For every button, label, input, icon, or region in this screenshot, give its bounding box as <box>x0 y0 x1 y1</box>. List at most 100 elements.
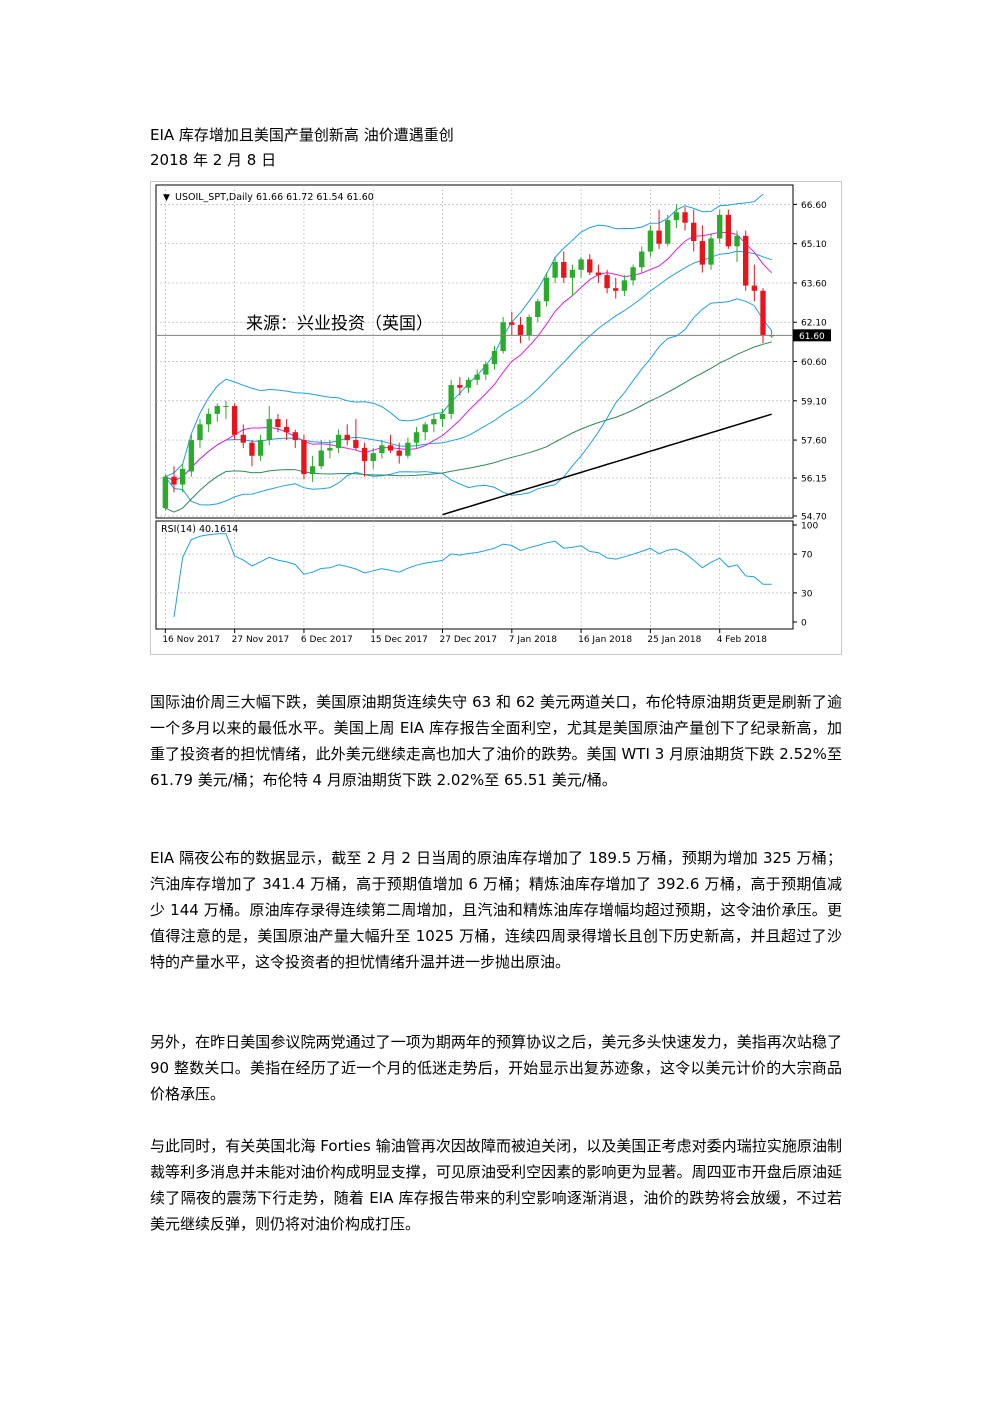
candle-body <box>751 285 758 291</box>
current-price-label: 61.60 <box>799 332 825 342</box>
bollinger-lower <box>164 298 773 506</box>
symbol-header-arrow: ▼ <box>163 193 170 203</box>
indicator-lines <box>164 193 773 516</box>
candle-body <box>595 272 602 276</box>
candle-body <box>483 364 489 375</box>
date-tick-label: 27 Dec 2017 <box>440 635 498 645</box>
candle-body <box>197 424 203 441</box>
candle-body <box>309 466 316 475</box>
candle-body <box>223 406 229 408</box>
candle-body <box>422 424 428 433</box>
date-axis: 16 Nov 2017 27 Nov 2017 6 Dec 2017 15 Dec 2… <box>162 629 767 645</box>
candle-body <box>231 406 238 435</box>
rsi-tick-label: 30 <box>801 589 813 599</box>
candle-body <box>327 447 333 451</box>
rsi-panel <box>155 520 794 630</box>
candle-body <box>708 238 714 265</box>
candle-body <box>448 385 454 414</box>
candle-body <box>621 280 628 291</box>
date-tick-label: 6 Dec 2017 <box>301 635 353 645</box>
date-tick-label: 25 Jan 2018 <box>647 635 701 645</box>
moving-average-medium <box>165 341 772 513</box>
price-tick-label: 65.10 <box>801 240 827 250</box>
candle-body <box>387 445 394 451</box>
candle-body <box>760 290 766 336</box>
moving-average-long <box>442 413 772 516</box>
candle-body <box>543 277 550 302</box>
current-price-box <box>793 329 831 342</box>
candle-body <box>639 251 645 268</box>
candle-body <box>699 241 706 265</box>
price-tick-label: 59.10 <box>801 397 827 407</box>
symbol-header: USOIL_SPT,Daily 61.66 61.72 61.54 61.60 <box>175 192 374 203</box>
candle-body <box>275 419 281 427</box>
document-date: 2018 年 2 月 8 日 <box>150 151 277 169</box>
candle-body <box>257 440 264 456</box>
candle-body <box>283 426 290 433</box>
candle-body <box>673 212 680 221</box>
candle-body <box>578 259 584 270</box>
price-tick-label: 56.15 <box>801 475 827 485</box>
candle-body <box>500 322 506 352</box>
candle-body <box>561 262 567 278</box>
candle-body <box>353 440 359 448</box>
rsi-label: RSI(14) 40.1614 <box>161 524 238 535</box>
candle-body <box>439 413 446 420</box>
candle-body <box>292 432 298 441</box>
candle-body <box>656 230 662 244</box>
rsi-grid <box>156 521 793 629</box>
candle-body <box>552 262 558 278</box>
candle-body <box>517 324 524 336</box>
candle-body <box>214 406 220 414</box>
price-tick-label: 66.60 <box>801 201 827 211</box>
candle-body <box>665 220 671 244</box>
candle-body <box>318 450 324 467</box>
rsi-tick-label: 70 <box>801 551 813 561</box>
candle-body <box>335 434 342 448</box>
candle-body <box>205 413 212 425</box>
paragraph-3: 另外，在昨日美国参议院两党通过了一项为期两年的预算协议之后，美元多头快速发力，美… <box>150 1033 842 1103</box>
candle-body <box>474 374 480 380</box>
paragraph-4: 与此同时，有关英国北海 Forties 输油管再次因故障而被迫关闭，以及美国正考… <box>150 1137 842 1233</box>
candle-body <box>569 269 576 278</box>
watermark-source: 来源：兴业投资（英国） <box>246 314 433 334</box>
candle-body <box>179 468 186 485</box>
candle-body <box>725 214 732 247</box>
candle-body <box>691 222 697 242</box>
date-tick-label: 27 Nov 2017 <box>232 635 290 645</box>
rsi-tick-label: 0 <box>801 619 807 629</box>
candle-body <box>171 476 177 485</box>
price-tick-label: 62.10 <box>801 319 827 329</box>
rsi-line <box>173 533 772 618</box>
price-tick-label: 57.60 <box>801 437 827 447</box>
bollinger-mid <box>165 250 772 482</box>
candle-body <box>162 476 169 509</box>
date-tick-label: 16 Jan 2018 <box>578 635 632 645</box>
candle-body <box>613 288 619 291</box>
candle-body <box>405 442 411 456</box>
candle-body <box>742 235 749 286</box>
candle-body <box>301 440 307 475</box>
candle-body <box>535 301 541 317</box>
candle-body <box>630 267 636 281</box>
date-tick-label: 16 Nov 2017 <box>162 635 220 645</box>
price-tick-label: 54.70 <box>801 513 827 523</box>
date-tick-label: 15 Dec 2017 <box>370 635 428 645</box>
date-tick-label: 4 Feb 2018 <box>717 635 768 645</box>
price-tick-label: 60.60 <box>801 358 827 368</box>
candle-body <box>379 445 385 454</box>
candle-body <box>370 453 376 462</box>
candle-body <box>768 335 775 337</box>
candle-body <box>266 419 272 441</box>
candles <box>162 204 775 511</box>
candle-body <box>465 379 472 388</box>
candle-body <box>396 450 402 456</box>
rsi-tick-label: 100 <box>801 522 818 532</box>
chart-canvas: 66.60 65.10 63.60 62.10 60.60 59.10 57.60 56.15… <box>155 184 831 645</box>
moving-average-short <box>165 231 773 482</box>
paragraph-2: EIA 隔夜公布的数据显示，截至 2 月 2 日当周的原油库存增加了 189.5… <box>150 849 842 971</box>
price-chart: 66.60 65.10 63.60 62.10 60.60 59.10 57.60 56.15… <box>150 181 842 655</box>
candle-body <box>587 259 593 273</box>
document-title: EIA 库存增加且美国产量创新高 油价遭遇重创 <box>150 126 454 144</box>
candle-body <box>457 385 463 388</box>
